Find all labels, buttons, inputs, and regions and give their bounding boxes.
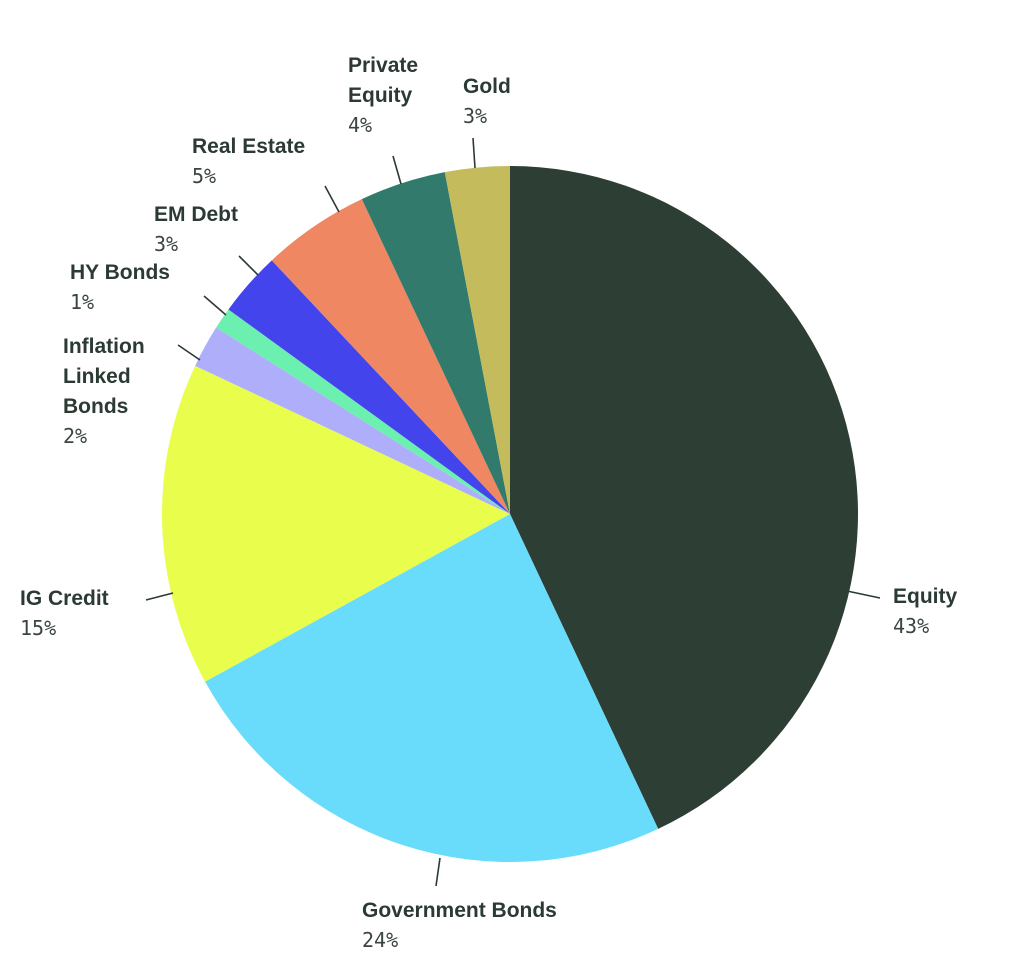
leader-line-inflation-linked-bonds	[177, 344, 201, 361]
slice-value-inflation-linked-bonds: 2%	[63, 424, 87, 448]
pie-slice-private-equity	[361, 172, 510, 514]
pie-slice-equity	[510, 166, 858, 829]
slice-label-inflation-linked-bonds: Linked	[63, 365, 131, 388]
pie-slice-em-debt	[228, 260, 510, 514]
leader-line-real-estate	[324, 185, 340, 213]
slice-label-real-estate: Real Estate	[192, 135, 305, 158]
pie-slice-government-bonds	[205, 514, 659, 862]
slice-label-private-equity: Private	[348, 54, 418, 77]
pie-slice-ig-credit	[162, 365, 510, 682]
slice-value-private-equity: 4%	[348, 113, 372, 137]
pie-slice-inflation-linked-bonds	[195, 327, 510, 514]
slice-value-em-debt: 3%	[154, 232, 178, 256]
slice-value-hy-bonds: 1%	[70, 290, 94, 314]
leader-line-government-bonds	[435, 857, 441, 887]
slice-label-government-bonds: Government Bonds	[362, 899, 557, 922]
slice-value-ig-credit: 15%	[20, 616, 56, 640]
slice-value-government-bonds: 24%	[362, 928, 398, 952]
slice-value-real-estate: 5%	[192, 164, 216, 188]
leader-line-gold	[472, 137, 476, 169]
leader-line-ig-credit	[145, 592, 174, 601]
pie-slices	[162, 166, 858, 862]
pie-slice-gold	[444, 166, 510, 514]
slice-label-private-equity: Equity	[348, 84, 412, 107]
pie-slice-hy-bonds	[216, 309, 511, 514]
leader-line-em-debt	[238, 255, 259, 276]
slice-value-equity: 43%	[893, 614, 929, 638]
slice-label-hy-bonds: HY Bonds	[70, 261, 170, 284]
pie-slice-real-estate	[271, 199, 510, 514]
leader-line-hy-bonds	[203, 295, 227, 316]
slice-label-inflation-linked-bonds: Bonds	[63, 395, 128, 418]
slice-label-gold: Gold	[463, 75, 511, 98]
slice-label-em-debt: EM Debt	[154, 203, 238, 226]
slice-label-inflation-linked-bonds: Inflation	[63, 335, 145, 358]
slice-label-ig-credit: IG Credit	[20, 587, 109, 610]
slice-label-equity: Equity	[893, 585, 957, 608]
leader-line-private-equity	[392, 155, 402, 185]
leader-line-equity	[846, 590, 881, 599]
slice-value-gold: 3%	[463, 104, 487, 128]
slice-labels: Equity 43% Government Bonds 24% IG Credit 15%…	[20, 54, 957, 952]
